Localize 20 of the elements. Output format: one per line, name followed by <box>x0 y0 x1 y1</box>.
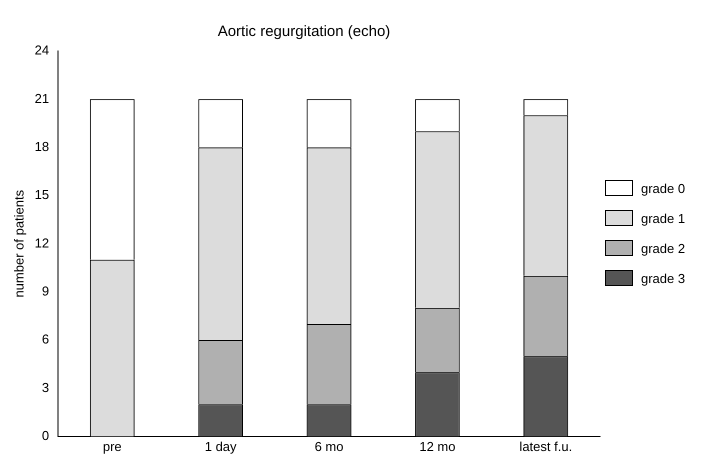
legend-label: grade 2 <box>641 240 686 256</box>
x-tick-label: latest f.u. <box>519 438 572 454</box>
y-tick-label: 12 <box>34 235 50 250</box>
x-tick-label: 12 mo <box>419 438 456 454</box>
x-tick-label: 1 day <box>204 438 238 454</box>
x-tick-label: 6 mo <box>314 438 344 454</box>
text: grade 0 <box>641 180 686 196</box>
y-tick-label: 24 <box>34 42 50 58</box>
chart-title: Aortic regurgitation (echo) <box>218 23 390 40</box>
y-tick-label: 18 <box>34 138 50 154</box>
y-tick-label: 21 <box>34 90 50 106</box>
y-tick-label: 0 <box>42 428 50 443</box>
x-tick-label: pre <box>102 438 122 454</box>
legend-label: grade 3 <box>641 270 686 286</box>
y-tick-label: 3 <box>42 380 50 395</box>
y-tick-label: 9 <box>42 283 50 298</box>
legend-label: grade 1 <box>641 210 686 226</box>
y-tick-label: 15 <box>34 187 50 202</box>
y-axis-title: number of patients <box>11 189 26 298</box>
y-tick-label: 6 <box>42 332 50 347</box>
